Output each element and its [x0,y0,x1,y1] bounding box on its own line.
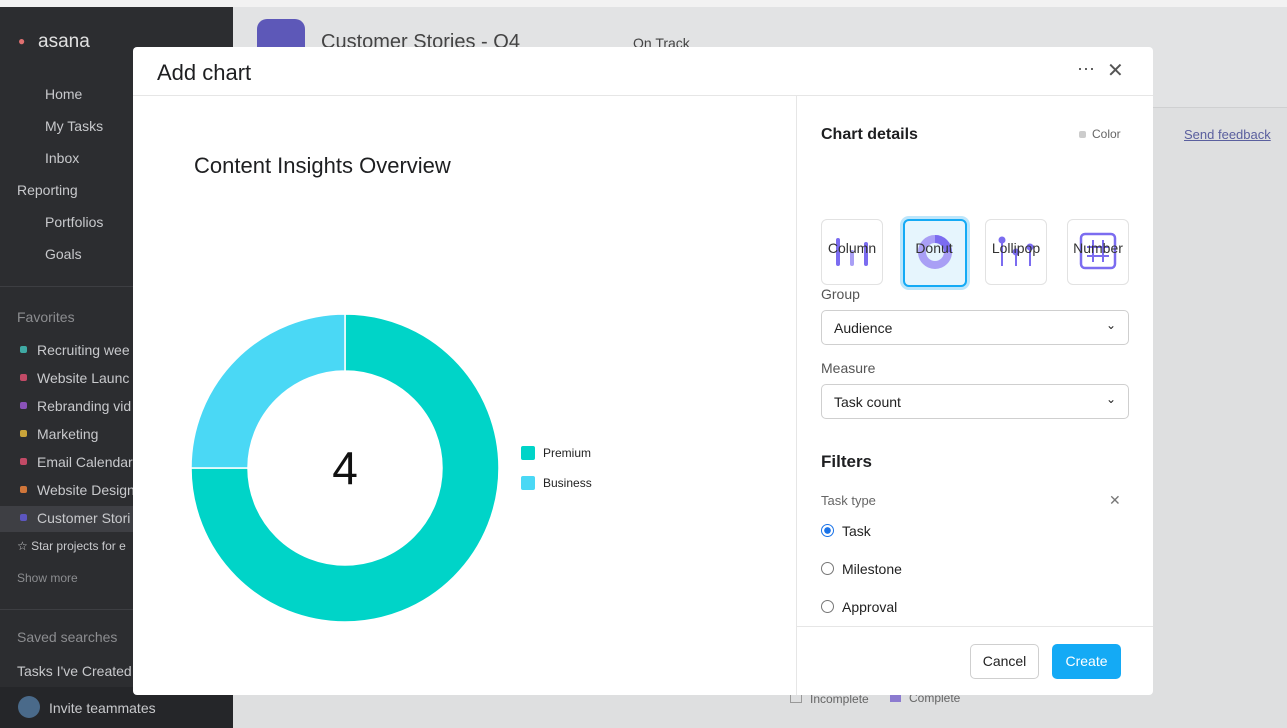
radio-label: Task [842,523,871,539]
radio[interactable] [821,524,834,537]
nav-item: Tasks I've Created [17,663,132,679]
project-dot [20,486,27,493]
donut-chart: 4 Premium Business [190,313,592,623]
chart-type-icon [1079,232,1117,270]
brand: asana [38,31,90,52]
project-dot [20,402,27,409]
donut-total: 4 [332,442,358,494]
legend-swatch [521,476,535,490]
favorite: Recruiting wee [37,342,130,358]
divider [0,609,233,610]
chart-type-card[interactable] [1067,219,1129,285]
group-select[interactable]: Audience ⌄ [821,310,1129,345]
send-feedback[interactable]: Send feedback [1184,127,1271,142]
nav-item: Portfolios [45,214,104,230]
radio[interactable] [821,600,834,613]
nav-item: Home [45,86,83,102]
favorite: Website Design [37,482,135,498]
chart-type-label: Number [1073,240,1123,256]
remove-filter[interactable]: ✕ [1109,492,1121,508]
nav-item: Saved searches [17,629,118,645]
project-dot [20,514,27,521]
modal-title: Add chart [157,60,252,85]
filters-title: Filters [821,452,873,471]
legend-swatch [521,446,535,460]
nav-item: Goals [45,246,82,262]
group-label: Group [821,286,860,302]
favorite: Rebranding vid [37,398,132,414]
chart-title: Content Insights Overview [194,153,451,178]
radio-label: Approval [842,599,898,615]
cancel-button[interactable]: Cancel [970,644,1039,679]
divider [796,96,797,695]
chart-type-card[interactable] [985,219,1047,285]
legend-label: Business [543,476,592,490]
chart-type-label: Column [827,240,877,256]
details-title: Chart details [821,126,918,143]
project-dot [20,346,27,353]
nav-item: My Tasks [45,118,104,134]
favorite: Customer Stori [37,510,131,526]
color-text: Color [1092,127,1121,141]
task-type-label: Task type [821,493,876,508]
create-button[interactable]: Create [1052,644,1121,679]
divider [133,95,1153,96]
measure-select[interactable]: Task count ⌄ [821,384,1129,419]
select-value: Task count [834,394,901,410]
select-value: Audience [834,320,893,336]
nav-item: Reporting [17,182,78,198]
invite-icon [18,696,40,718]
brand-dots: ● [18,34,26,48]
chart-type-icon [918,235,952,269]
chart-type-label: Donut [915,240,953,256]
donut-slice [190,313,346,469]
chevron: ⌄ [1105,318,1116,332]
close-button[interactable]: ✕ [1107,60,1124,82]
divider [0,286,233,287]
footer-divider [797,626,1153,627]
chart-type-card[interactable] [821,219,883,285]
legend-text: Incomplete [810,692,869,706]
measure-label: Measure [821,360,876,376]
favorite: Marketing [37,426,99,442]
star-hint: ☆ Star projects for e [17,539,126,553]
chart-type-card[interactable] [903,219,967,287]
radio[interactable] [821,562,834,575]
favorite: Website Launc [37,370,130,386]
project-dot [20,430,27,437]
chart-type-icon [836,238,868,266]
top-strip [0,0,1287,7]
show-more: Show more [17,571,78,585]
color-toggle[interactable]: Color [1079,127,1121,141]
more-button[interactable]: ⋯ [1077,59,1095,79]
donut-slice [190,313,500,623]
project-dot [20,458,27,465]
chart-type-icon [998,236,1034,266]
radio-label: Milestone [842,561,902,577]
invite: Invite teammates [49,700,156,716]
nav-item: Favorites [17,309,75,325]
project-dot [20,374,27,381]
favorite: Email Calendar [37,454,133,470]
modal: Add chart ⋯ ✕ Content Insights Overview … [133,47,1153,695]
legend-label: Premium [543,446,591,460]
nav-item: Inbox [45,150,80,166]
chevron: ⌄ [1105,392,1116,406]
chart-type-label: Lollipop [991,240,1041,256]
